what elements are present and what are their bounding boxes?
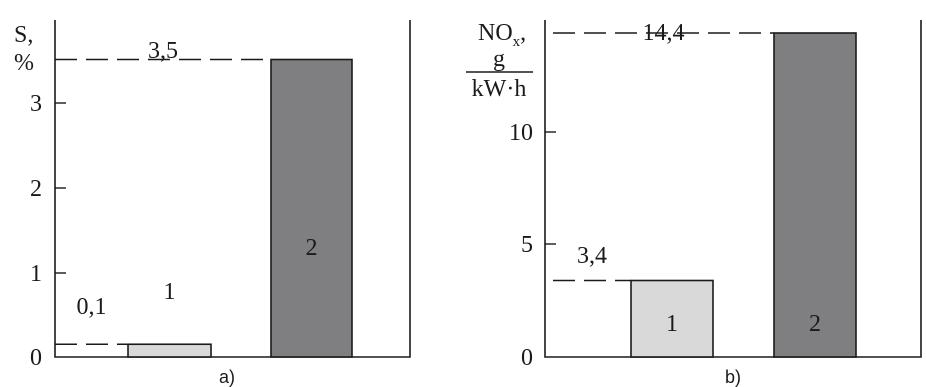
chart-a-bar-1 [127,343,212,358]
chart-b-ytick-label: 10 [509,120,533,146]
chart-b-frame [544,20,922,358]
chart-a-ytick-label: 3 [30,91,42,117]
chart-b-ylabel-numerator: g [493,46,505,72]
chart-b-value-label-1: 3,4 [577,243,607,269]
chart-a-ytick-label: 0 [30,345,42,371]
chart-a-value-label-1: 0,1 [77,294,107,320]
chart-a-category-label-1: 1 [164,279,176,305]
chart-b-category-label-2: 2 [809,311,821,337]
chart-a-ytick-label: 2 [30,176,42,202]
chart-b-ylabel-denominator: kW·h [472,76,527,102]
chart-b: NOx, g kW·h 0 5 10 3,4 14,4 1 2 b) [466,20,922,387]
chart-b-panel-label: b) [725,367,741,387]
chart-b-ytick-label: 0 [521,345,533,371]
chart-a-category-label-2: 2 [306,235,318,261]
chart-b-ytick-label: 5 [521,232,533,258]
chart-b-bar-2 [773,32,857,358]
chart-a-ylabel: S, [14,22,33,48]
chart-b-ylabel-no: NO [478,20,513,46]
chart-a-ytick-label: 1 [30,261,42,287]
chart-b-ylabel-comma: , [520,20,526,46]
chart-b-category-label-1: 1 [666,311,678,337]
chart-a-panel-label: a) [219,367,235,387]
chart-a-frame [54,20,411,358]
chart-a-bar-2 [270,58,353,358]
chart-b-value-label-2: 14,4 [643,20,685,46]
chart-b-ylabel-sub: x [513,34,521,50]
chart-b-bar-1 [630,279,714,358]
chart-a: S, % 0 1 2 3 0,1 3,5 1 2 a) [14,20,411,387]
chart-b-ylabel: NOx, [478,20,526,50]
chart-a-value-label-2: 3,5 [148,38,178,64]
chart-a-ylabel-unit: % [14,50,34,76]
